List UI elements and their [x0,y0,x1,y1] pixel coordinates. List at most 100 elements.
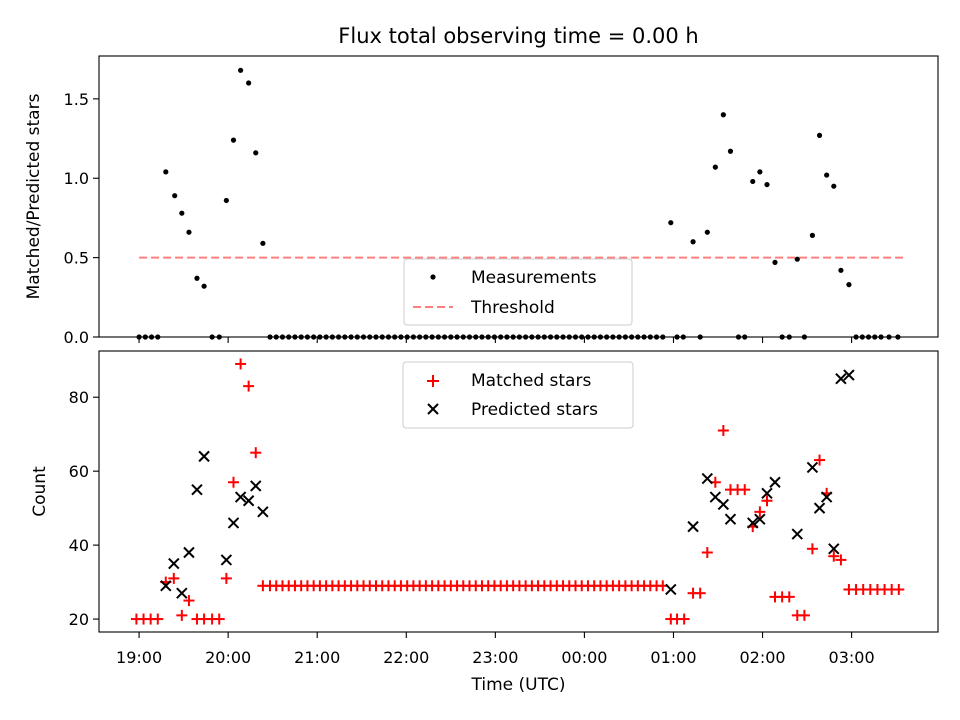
matched-stars-point [717,424,729,436]
matched-stars-point [814,454,826,466]
measurement-point [720,112,726,118]
predicted-stars-point [160,580,172,592]
predicted-stars-point [234,491,247,503]
bottom-y-ticks: 20 40 60 80 [69,388,99,629]
x-tick-label: 19:00 [116,648,162,667]
predicted-stars-point [250,480,262,492]
predicted-stars-point [835,373,847,385]
predicted-stars-point [227,517,240,529]
measurement-point [831,183,837,189]
matched-stars-point [227,476,239,488]
predicted-stars-point [257,506,269,518]
measurement-point [727,148,734,154]
matched-stars-point [739,484,751,496]
bottom-legend-box [402,361,634,429]
legend-threshold-label: Threshold [470,298,555,318]
measurement-point [260,240,266,246]
x-tick-label: 22:00 [383,648,429,667]
measurement-point [201,283,207,289]
predicted-stars-point [176,587,188,599]
measurement-point [253,150,259,156]
predicted-stars-point [828,543,840,555]
measurement-point [772,259,778,265]
predicted-stars-point [168,557,180,570]
predicted-stars-point [820,491,833,503]
x-tick-label: 20:00 [205,648,251,667]
measurement-point [186,229,192,235]
predicted-stars-point [813,502,826,514]
y-tick-label: 1.0 [64,169,89,188]
bottom-axes-frame [98,350,939,633]
measurement-point [668,220,674,226]
legend-matched-label: Matched stars [471,371,591,391]
measurement-point [194,275,200,281]
measurement-point [794,256,800,262]
y-tick-label: 0.5 [64,249,89,268]
y-tick-label: 1.5 [64,90,89,109]
x-tick-label: 23:00 [472,648,518,667]
bottom-panel: 20 40 60 80 19:00 20:00 21:00 22:00 23:00 00:00 0… [30,350,939,695]
measurement-point [809,232,816,238]
predicted-stars-point [761,487,773,500]
legend-predicted-marker [427,403,439,415]
matched-stars-point [828,550,840,562]
y-tick-label: 0.0 [64,328,89,347]
predicted-stars-point [191,483,203,496]
measurement-point [824,172,830,178]
measurement-point [704,229,710,235]
bottom-y-axis-label: Count [30,466,50,517]
predicted-stars-point [754,513,766,525]
predicted-stars-point [220,554,233,566]
predicted-stars-point [183,546,195,559]
measurement-point [246,80,252,86]
matched-stars-point [168,572,180,584]
predicted-stars-point [242,495,255,507]
predicted-stars-point [791,528,803,540]
top-legend: Measurements Threshold [403,258,633,326]
legend-measurements-marker [430,274,436,280]
predicted-stars-point [717,498,730,511]
measurement-point [816,132,823,138]
top-axes-frame [98,55,939,338]
matched-stars-point [754,506,766,518]
x-tick-label: 21:00 [294,648,340,667]
measurement-point [179,210,185,216]
measurement-point [764,181,770,188]
legend-measurements-label: Measurements [471,268,597,288]
matched-stars-point [806,543,818,555]
predicted-stars-point [724,513,737,525]
predicted-stars-point [687,520,699,533]
x-tick-label: 02:00 [739,648,785,667]
matched-stars-point [694,587,706,599]
measurement-point [750,178,756,185]
matched-stars-point [213,613,225,625]
measurement-point [712,164,718,170]
matched-stars-point [701,547,713,559]
predicted-stars-point [701,472,714,485]
measurement-point [846,282,852,288]
top-legend-box [403,258,633,326]
bottom-x-ticks: 19:00 20:00 21:00 22:00 23:00 00:00 01:00 02:00… [116,632,875,667]
x-tick-label: 01:00 [650,648,696,667]
measurement-point [172,193,178,199]
matched-stars-point [243,380,255,392]
legend-predicted-label: Predicted stars [471,400,598,420]
measurement-point [838,267,844,273]
measurement-point [238,67,244,73]
measurement-point [223,197,229,204]
matched-stars-point [678,613,690,625]
predicted-stars-point [769,476,781,488]
predicted-stars-point [198,450,210,463]
y-tick-label: 20 [69,610,89,629]
matched-stars-point [220,572,232,584]
top-y-ticks: 0.0 0.5 1.0 1.5 [64,90,99,347]
x-tick-label: 00:00 [561,648,607,667]
matched-stars-point [835,554,847,566]
matched-stars-point [798,609,810,621]
y-tick-label: 80 [69,388,89,407]
top-y-axis-label: Matched/Predicted stars [24,93,44,299]
measurement-point [230,137,237,143]
matched-stars-point [152,613,164,625]
measurement-point [690,239,696,245]
